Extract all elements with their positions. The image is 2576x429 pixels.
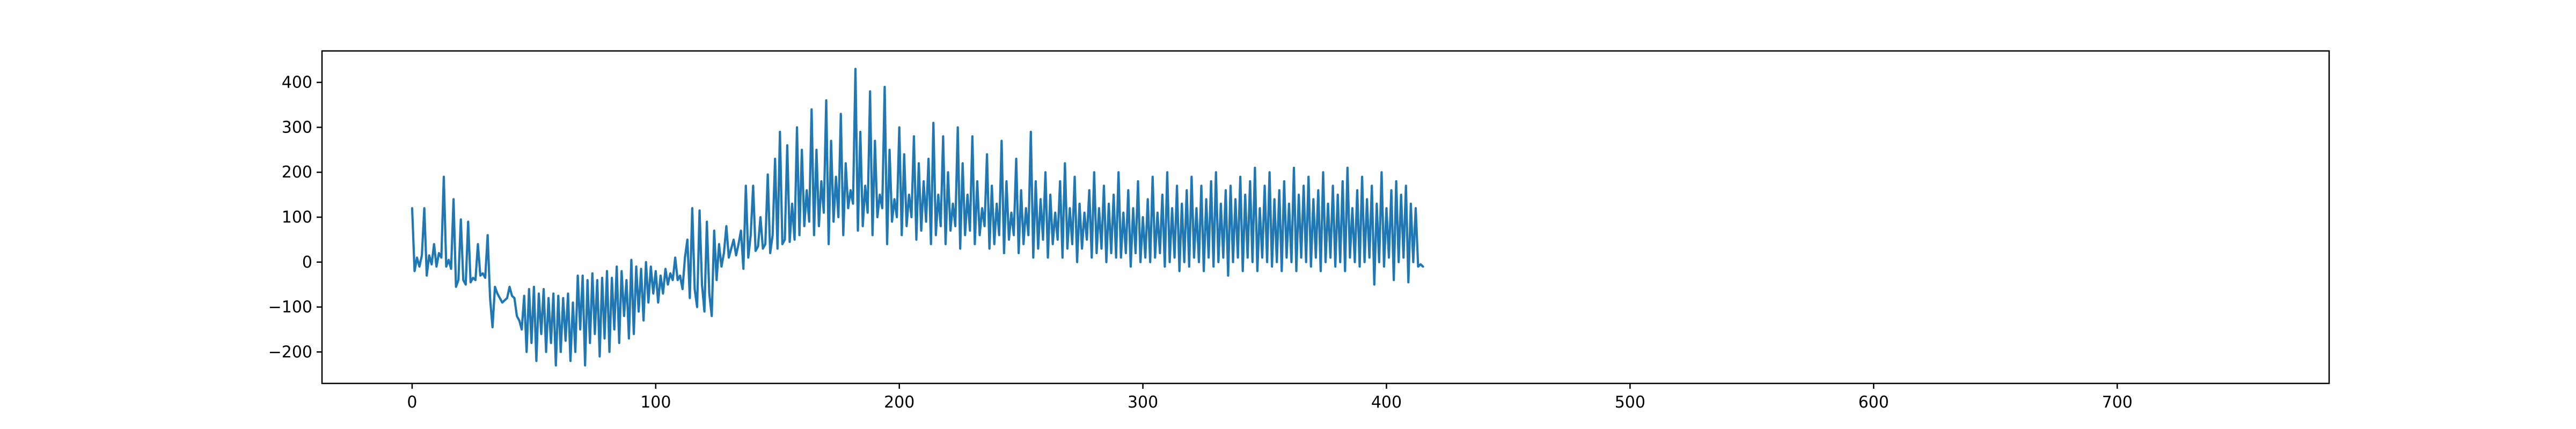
x-tick-label: 600: [1858, 393, 1889, 412]
y-tick-label: 400: [282, 73, 312, 92]
x-tick-label: 500: [1615, 393, 1645, 412]
x-tick-label: 100: [640, 393, 671, 412]
plot-area: [411, 68, 1424, 367]
y-tick-label: 0: [302, 253, 312, 272]
series-line: [411, 68, 1424, 367]
x-tick-label: 300: [1128, 393, 1158, 412]
y-tick-label: −200: [268, 343, 312, 361]
x-tick-label: 400: [1371, 393, 1402, 412]
x-tick-label: 200: [884, 393, 914, 412]
y-tick-label: 100: [282, 208, 312, 227]
y-tick-label: 200: [282, 163, 312, 182]
x-axis: 0 100 200 300 400 500 600 700: [407, 383, 2133, 412]
x-tick-label: 700: [2102, 393, 2132, 412]
y-tick-label: −100: [268, 298, 312, 317]
y-tick-label: 300: [282, 118, 312, 137]
y-axis: −200 −100 0 100 200 300 400: [268, 73, 322, 361]
x-tick-label: 0: [407, 393, 417, 412]
